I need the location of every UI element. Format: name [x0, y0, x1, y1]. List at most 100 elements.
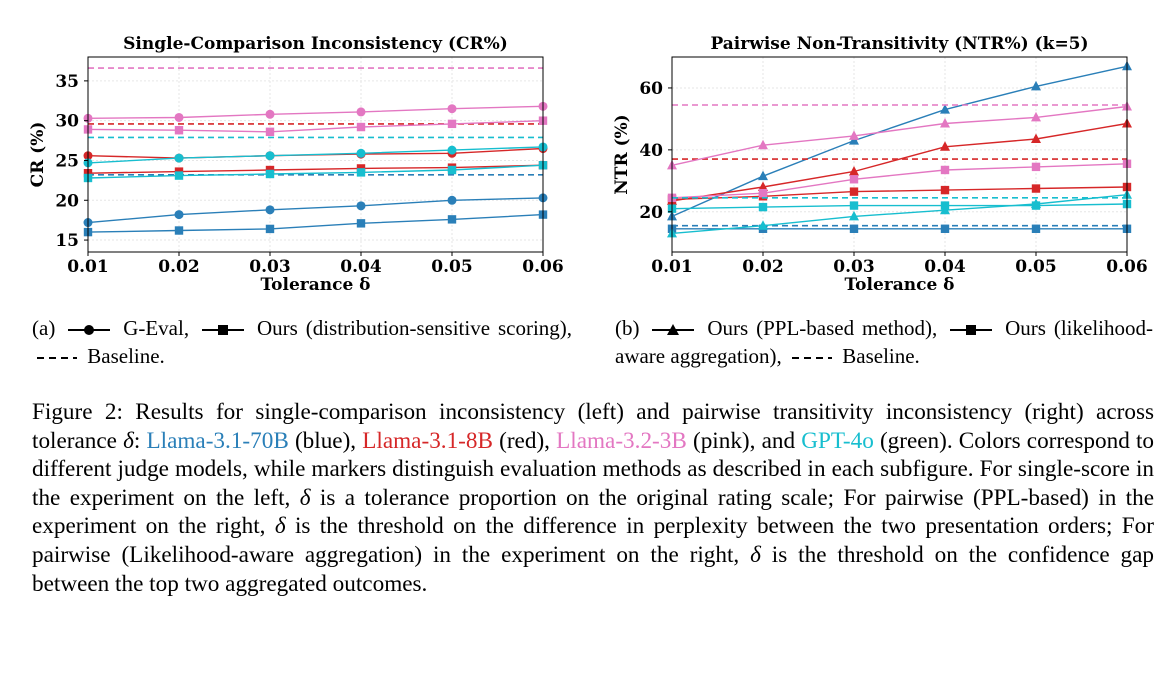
caption-green-word: (green). Colors correspond to different … — [32, 427, 1154, 511]
legend-ppl-label: Ours (PPL-based method), — [707, 316, 938, 340]
chart-a-series-line — [87, 146, 544, 164]
chart-a-y-tick-label: 20 — [55, 191, 79, 211]
legend-ours-label: Ours (distribution-sensitive scoring), — [256, 316, 573, 340]
chart-b-y-tick-label: 60 — [639, 79, 663, 99]
delta-symbol: δ — [274, 513, 286, 540]
chart-a-square-marker — [356, 219, 366, 228]
caption-lead: Figure 2: Results for single-comparison … — [32, 399, 1154, 454]
chart-a-circle-marker — [265, 205, 275, 215]
chart-b-series-line — [671, 194, 1128, 235]
chart-b-square-marker — [758, 188, 768, 198]
chart-a-x-tick-label: 0.03 — [249, 257, 290, 277]
chart-a-x-tick-label: 0.06 — [522, 257, 563, 277]
chart-b-square-marker — [849, 201, 859, 210]
subcaption-a: (a) G-Eval, Ours (distribution-sensitive… — [32, 314, 572, 370]
chart-b-y-tick-label: 40 — [639, 141, 663, 161]
chart-a-circle-marker — [265, 109, 275, 119]
chart-a-circle-marker — [447, 145, 457, 155]
chart-a-circle-marker — [447, 195, 457, 205]
chart-a-series-line — [87, 164, 544, 179]
chart-b-square-marker — [940, 224, 950, 233]
chart-a-x-tick-label: 0.05 — [431, 257, 472, 277]
chart-b-series-line — [671, 122, 1128, 202]
caption-model-llama70b: Llama-3.1-70B — [146, 427, 289, 454]
chart-b-x-tick-label: 0.05 — [1015, 257, 1056, 277]
chart-b-square-marker — [940, 165, 950, 175]
chart-b-series-line — [671, 186, 1128, 201]
chart-b-plot-area — [672, 57, 1127, 252]
chart-a-square-marker — [174, 171, 184, 180]
chart-a-square-marker — [174, 126, 184, 135]
caption-blue-word: (blue), — [288, 427, 363, 454]
figure-caption: Figure 2: Results for single-comparison … — [32, 398, 1154, 598]
chart-a-series-line — [87, 197, 544, 224]
chart-b-x-tick-label: 0.04 — [924, 257, 966, 277]
chart-b-triangle-marker — [758, 139, 768, 150]
caption-pink-word: (pink), and — [686, 427, 802, 454]
chart-a-square-marker — [447, 165, 457, 175]
chart-a-circle-marker — [174, 112, 184, 122]
caption-red-word: (red), — [492, 427, 557, 454]
chart-a-square-marker — [265, 224, 275, 234]
chart-a-y-tick-label: 25 — [55, 151, 79, 171]
chart-a-circle-marker — [265, 151, 275, 161]
chart-a-circle-marker — [356, 148, 366, 158]
chart-b-triangle-marker — [758, 170, 768, 181]
chart-a-series-line — [87, 105, 544, 119]
chart-b-triangle-marker — [849, 166, 859, 176]
legend-baseline-label: Baseline. — [842, 344, 920, 368]
chart-b-series-line — [671, 65, 1128, 218]
chart-a: 0.01 0.02 0.03 0.04 0.05 0.06 15 20 25 30 35 Single… — [28, 34, 564, 295]
chart-a-circle-marker — [356, 107, 366, 117]
chart-a-circle-marker — [356, 201, 366, 211]
chart-a-y-tick-label: 35 — [55, 72, 79, 92]
caption-part3: is the threshold on the difference in pe… — [32, 513, 1154, 568]
chart-a-y-tick-label: 30 — [55, 112, 79, 132]
chart-a-square-marker — [265, 127, 275, 137]
chart-a-circle-marker — [174, 153, 184, 163]
chart-b-triangle-marker — [1031, 133, 1041, 144]
chart-a-x-axis-label: Tolerance δ — [260, 275, 370, 295]
chart-a-x-tick-label: 0.02 — [158, 257, 199, 277]
caption-model-llama3b: Llama-3.2-3B — [556, 427, 687, 454]
chart-a-x-tick-label: 0.04 — [340, 257, 382, 277]
chart-b-square-marker — [1031, 224, 1041, 233]
caption-colon: : — [133, 427, 147, 454]
chart-a-square-marker — [447, 119, 457, 129]
chart-b-triangle-marker — [849, 130, 859, 140]
delta-symbol: δ — [750, 541, 761, 568]
charts-canvas: 0.01 0.02 0.03 0.04 0.05 0.06 15 20 25 30 35 Single… — [28, 34, 1148, 295]
chart-a-square-marker — [356, 122, 366, 132]
legend-likelihood-label: Ours (likelihood-aware aggregation), — [615, 316, 1153, 368]
chart-a-series-line — [87, 213, 544, 233]
subcaption-b-prefix: (b) — [615, 316, 640, 340]
chart-b-triangle-marker — [1031, 111, 1041, 122]
caption-part4: is the threshold on the confidence gap b… — [32, 541, 1154, 597]
chart-b-x-tick-label: 0.02 — [742, 257, 783, 277]
legend-dashed-line-icon — [37, 357, 77, 360]
delta-symbol: δ — [299, 484, 311, 511]
chart-a-series-line — [87, 120, 544, 133]
chart-a-x-tick-label: 0.01 — [67, 257, 108, 277]
subcaption-b: (b) Ours (PPL-based method), Ours (likel… — [615, 314, 1153, 370]
chart-b-series-line — [671, 105, 1128, 166]
chart-a-axes-frame — [87, 56, 544, 253]
caption-model-llama8b: Llama-3.1-8B — [362, 427, 493, 454]
legend-geval-label: G-Eval, — [123, 316, 190, 340]
chart-a-square-marker — [174, 226, 184, 235]
chart-b-square-marker — [849, 175, 859, 184]
chart-b-triangle-marker — [849, 210, 859, 221]
caption-part2: is a tolerance proportion on the origina… — [32, 484, 1155, 540]
chart-a-y-axis-label: CR (%) — [28, 122, 48, 188]
chart-b: 0.01 0.02 0.03 0.04 0.05 0.06 20 40 60 Pairwise N… — [612, 34, 1148, 295]
chart-b-y-tick-label: 20 — [639, 203, 663, 223]
chart-b-square-marker — [940, 201, 950, 210]
chart-b-triangle-marker — [940, 141, 950, 151]
chart-b-title: Pairwise Non-Transitivity (NTR%) (k=5) — [710, 34, 1088, 54]
chart-a-y-tick-label: 15 — [55, 231, 79, 251]
chart-b-series-line — [671, 203, 1128, 210]
legend-square-line-icon — [202, 325, 245, 336]
chart-a-circle-marker — [447, 104, 457, 114]
legend-baseline-label: Baseline. — [87, 344, 165, 368]
